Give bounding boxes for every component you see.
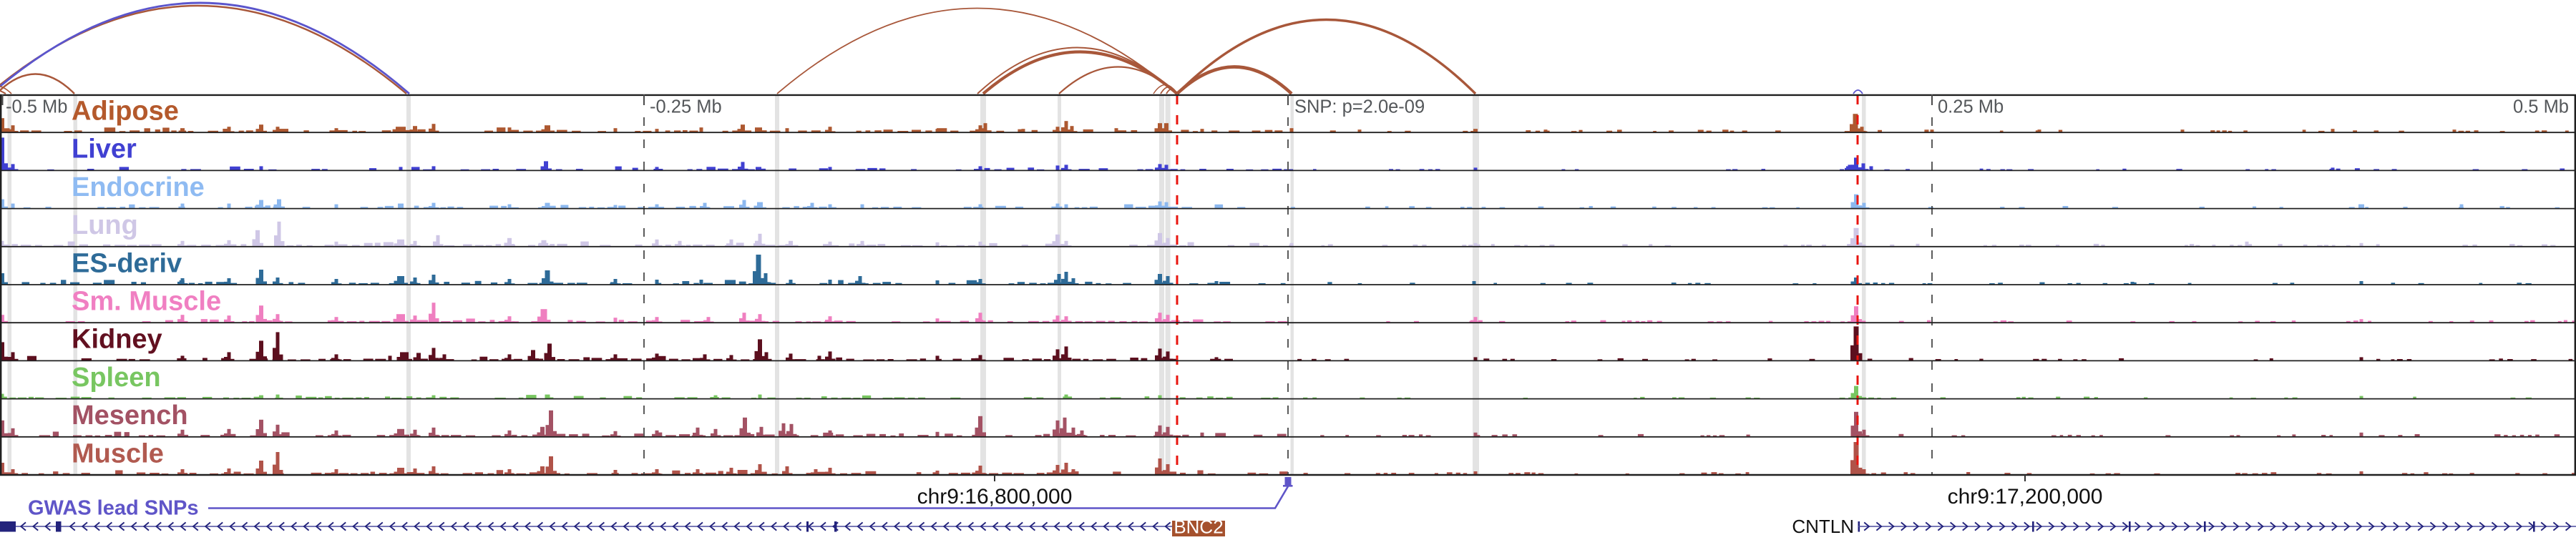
- svg-text:Spleen: Spleen: [72, 363, 161, 393]
- svg-text:Kidney: Kidney: [72, 325, 162, 355]
- svg-text:ES-deriv: ES-deriv: [72, 248, 182, 278]
- svg-text:Adipose: Adipose: [72, 97, 179, 127]
- svg-text:BNC2: BNC2: [1174, 516, 1223, 537]
- svg-text:Lung: Lung: [72, 210, 138, 240]
- svg-text:chr9:17,200,000: chr9:17,200,000: [1948, 485, 2103, 509]
- svg-text:CNTLN: CNTLN: [1792, 516, 1854, 536]
- svg-text:0.25 Mb: 0.25 Mb: [1938, 97, 2004, 117]
- svg-text:-0.25 Mb: -0.25 Mb: [650, 97, 722, 117]
- svg-text:chr9:16,800,000: chr9:16,800,000: [917, 485, 1073, 509]
- svg-text:Endocrine: Endocrine: [72, 172, 205, 202]
- svg-text:SNP: p=2.0e-09: SNP: p=2.0e-09: [1294, 97, 1425, 117]
- svg-text:-0.5 Mb: -0.5 Mb: [6, 97, 67, 117]
- svg-text:Liver: Liver: [72, 134, 137, 165]
- svg-text:Muscle: Muscle: [72, 438, 164, 468]
- svg-text:Sm. Muscle: Sm. Muscle: [72, 287, 221, 317]
- svg-text:Mesench: Mesench: [72, 401, 188, 431]
- svg-text:GWAS lead SNPs: GWAS lead SNPs: [28, 497, 199, 520]
- svg-text:0.5 Mb: 0.5 Mb: [2513, 97, 2569, 117]
